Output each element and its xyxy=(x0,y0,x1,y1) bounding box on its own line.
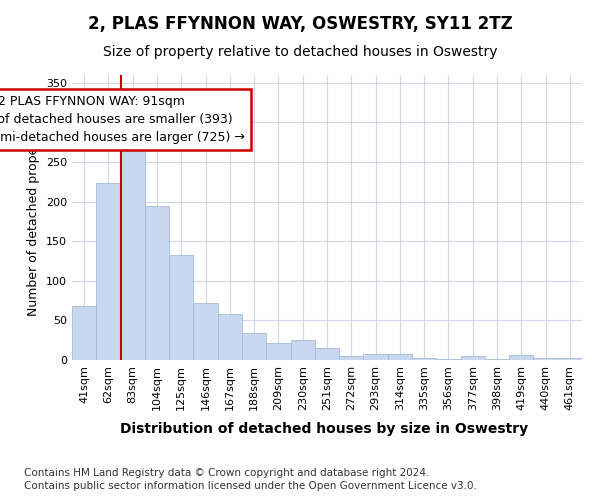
Text: Distribution of detached houses by size in Oswestry: Distribution of detached houses by size … xyxy=(120,422,528,436)
Bar xyxy=(121,140,145,360)
Bar xyxy=(96,182,121,360)
Bar xyxy=(145,206,169,360)
Bar xyxy=(436,359,461,360)
Bar xyxy=(533,358,558,360)
Text: Contains HM Land Registry data © Crown copyright and database right 2024.: Contains HM Land Registry data © Crown c… xyxy=(24,468,430,477)
Y-axis label: Number of detached properties: Number of detached properties xyxy=(28,119,40,316)
Text: Contains public sector information licensed under the Open Government Licence v3: Contains public sector information licen… xyxy=(24,481,477,491)
Bar xyxy=(388,354,412,360)
Bar xyxy=(509,355,533,360)
Bar xyxy=(315,348,339,360)
Text: Size of property relative to detached houses in Oswestry: Size of property relative to detached ho… xyxy=(103,45,497,59)
Bar xyxy=(266,342,290,360)
Text: 2 PLAS FFYNNON WAY: 91sqm
← 35% of detached houses are smaller (393)
64% of semi: 2 PLAS FFYNNON WAY: 91sqm ← 35% of detac… xyxy=(0,95,245,144)
Bar xyxy=(339,356,364,360)
Bar xyxy=(169,254,193,360)
Bar xyxy=(558,358,582,360)
Bar xyxy=(485,359,509,360)
Bar xyxy=(218,314,242,360)
Bar xyxy=(412,358,436,360)
Bar xyxy=(242,333,266,360)
Bar xyxy=(72,306,96,360)
Bar xyxy=(290,340,315,360)
Bar xyxy=(461,356,485,360)
Bar xyxy=(193,303,218,360)
Text: 2, PLAS FFYNNON WAY, OSWESTRY, SY11 2TZ: 2, PLAS FFYNNON WAY, OSWESTRY, SY11 2TZ xyxy=(88,15,512,33)
Bar xyxy=(364,354,388,360)
